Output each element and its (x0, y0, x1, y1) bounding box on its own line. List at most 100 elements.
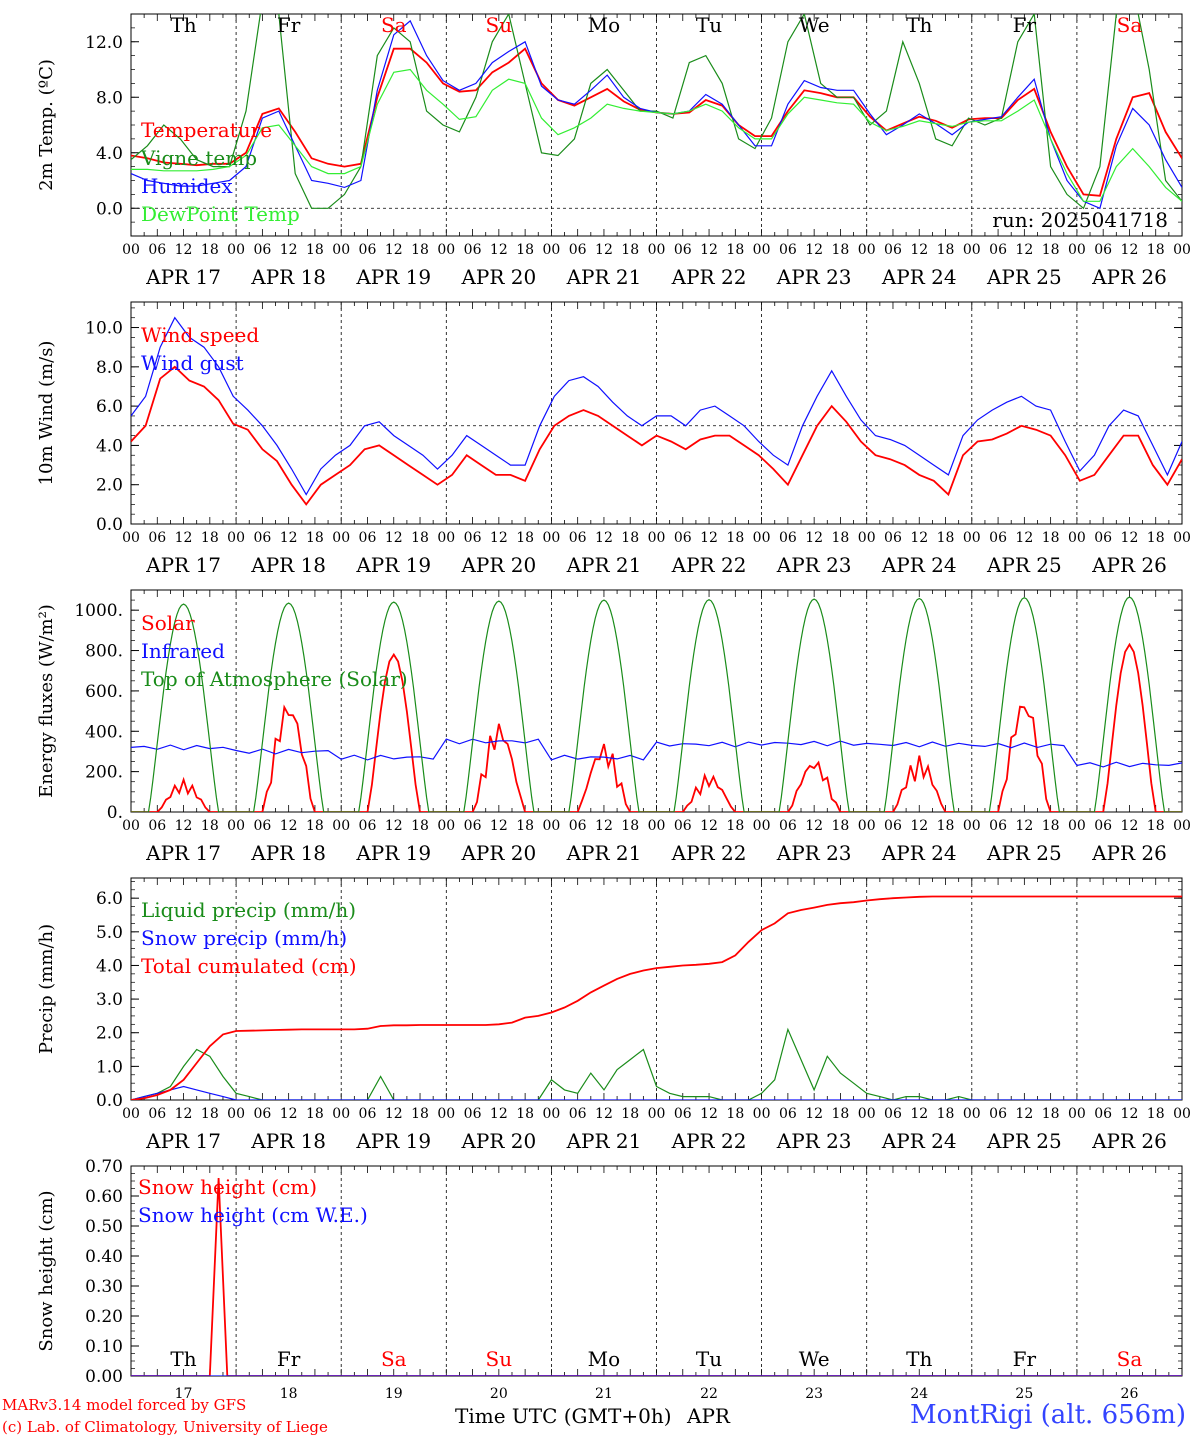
hour-tick-label: 12 (1015, 1106, 1033, 1122)
weekday-label: Sa (381, 13, 407, 37)
hour-tick-label: 00 (1068, 242, 1086, 258)
day-label: APR 19 (355, 553, 431, 577)
legend-entry: Total cumulated (cm) (141, 954, 357, 978)
day-label: APR 21 (566, 1129, 642, 1153)
day-label: APR 19 (355, 841, 431, 865)
hour-tick-label: 12 (385, 818, 403, 834)
day-label: APR 20 (460, 1129, 536, 1153)
day-label: APR 20 (460, 841, 536, 865)
y-tick-label: 600. (85, 682, 123, 702)
hour-tick-label: 06 (989, 530, 1007, 546)
hour-tick-label: 18 (1147, 530, 1165, 546)
hour-tick-label: 00 (858, 530, 876, 546)
hour-tick-label: 12 (595, 530, 613, 546)
y-tick-label: 1.0 (96, 1057, 123, 1077)
hour-tick-label: 00 (753, 818, 771, 834)
hour-tick-label: 18 (621, 530, 639, 546)
hour-tick-label: 12 (595, 1106, 613, 1122)
hour-tick-label: 00 (858, 1106, 876, 1122)
hour-tick-label: 00 (753, 242, 771, 258)
y-tick-label: 0.10 (85, 1337, 123, 1357)
hour-tick-label: 00 (227, 1106, 245, 1122)
hour-tick-label: 18 (516, 242, 534, 258)
day-label: APR 24 (881, 553, 957, 577)
day-number-label: 21 (595, 1386, 613, 1402)
hour-tick-label: 18 (832, 818, 850, 834)
hour-tick-label: 00 (858, 242, 876, 258)
y-axis-label: Snow height (cm) (36, 1190, 57, 1351)
hour-tick-label: 18 (306, 818, 324, 834)
station-title: MontRigi (alt. 656m) (910, 1400, 1186, 1430)
hour-tick-label: 00 (227, 818, 245, 834)
legend-entry: Top of Atmosphere (Solar) (141, 667, 408, 691)
hour-tick-label: 12 (1015, 530, 1033, 546)
hour-tick-label: 12 (910, 530, 928, 546)
hour-tick-label: 06 (569, 242, 587, 258)
y-tick-label: 1000. (74, 601, 123, 621)
day-label: APR 22 (671, 841, 747, 865)
hour-tick-label: 06 (779, 818, 797, 834)
day-number-label: 24 (910, 1386, 928, 1402)
hour-tick-label: 06 (674, 530, 692, 546)
weekday-label: Fr (1013, 13, 1037, 37)
weekday-label: Sa (1117, 13, 1143, 37)
hour-tick-label: 00 (227, 530, 245, 546)
legend-entry: Solar (141, 611, 195, 635)
hour-tick-label: 06 (359, 242, 377, 258)
day-label: APR 18 (250, 553, 326, 577)
hour-tick-label: 12 (1121, 818, 1139, 834)
y-axis-label: Energy fluxes (W/m²) (36, 604, 57, 798)
hour-tick-label: 00 (1173, 818, 1191, 834)
hour-tick-label: 00 (542, 242, 560, 258)
weekday-label: Th (170, 1347, 196, 1371)
hour-tick-label: 12 (805, 1106, 823, 1122)
run-label: run: 2025041718 (992, 208, 1168, 232)
day-label: APR 24 (881, 265, 957, 289)
hour-tick-label: 06 (359, 1106, 377, 1122)
day-label: APR 22 (671, 265, 747, 289)
hour-tick-label: 18 (726, 818, 744, 834)
day-label: APR 26 (1091, 841, 1167, 865)
month-label: APR (686, 1404, 731, 1428)
hour-tick-label: 06 (989, 818, 1007, 834)
hour-tick-label: 00 (122, 818, 140, 834)
hour-tick-label: 12 (175, 1106, 193, 1122)
panel-4: 0.0 1.0 2.0 3.0 4.0 5.0 6.0 Precip (mm/h) 00 06 12… (36, 877, 1191, 1153)
hour-tick-label: 06 (464, 242, 482, 258)
hour-tick-label: 00 (648, 818, 666, 834)
y-tick-label: 6.0 (96, 397, 123, 417)
hour-tick-label: 12 (490, 818, 508, 834)
hour-tick-label: 18 (516, 530, 534, 546)
weekday-label: Fr (277, 13, 301, 37)
hour-tick-label: 00 (753, 1106, 771, 1122)
hour-tick-label: 18 (411, 242, 429, 258)
hour-tick-label: 18 (516, 818, 534, 834)
hour-tick-label: 06 (884, 1106, 902, 1122)
hour-tick-label: 18 (832, 1106, 850, 1122)
y-tick-label: 0. (107, 803, 123, 823)
hour-tick-label: 06 (989, 242, 1007, 258)
series-line-liquid-precip-mm-h- (131, 1027, 1182, 1100)
weekday-label: Tu (696, 1347, 722, 1371)
hour-tick-label: 00 (542, 530, 560, 546)
hour-tick-label: 06 (1094, 242, 1112, 258)
legend-entry: Infrared (141, 639, 225, 663)
series-line-infrared (131, 738, 1182, 768)
hour-tick-label: 06 (253, 1106, 271, 1122)
day-label: APR 18 (250, 265, 326, 289)
hour-tick-label: 00 (542, 1106, 560, 1122)
hour-tick-label: 06 (884, 818, 902, 834)
day-label: APR 25 (986, 265, 1062, 289)
hour-tick-label: 00 (963, 1106, 981, 1122)
hour-tick-label: 00 (858, 818, 876, 834)
y-tick-label: 12.0 (85, 33, 123, 53)
y-tick-label: 200. (85, 763, 123, 783)
day-label: APR 20 (460, 553, 536, 577)
hour-tick-label: 18 (306, 1106, 324, 1122)
hour-tick-label: 18 (411, 530, 429, 546)
series-line-wind-speed (131, 365, 1182, 506)
model-credit: MARv3.14 model forced by GFS (2, 1396, 247, 1414)
hour-tick-label: 12 (1121, 530, 1139, 546)
panel-5: 0.00 0.10 0.20 0.30 0.40 0.50 0.60 0.70 Snow hei… (36, 1157, 1183, 1387)
hour-tick-label: 06 (569, 530, 587, 546)
